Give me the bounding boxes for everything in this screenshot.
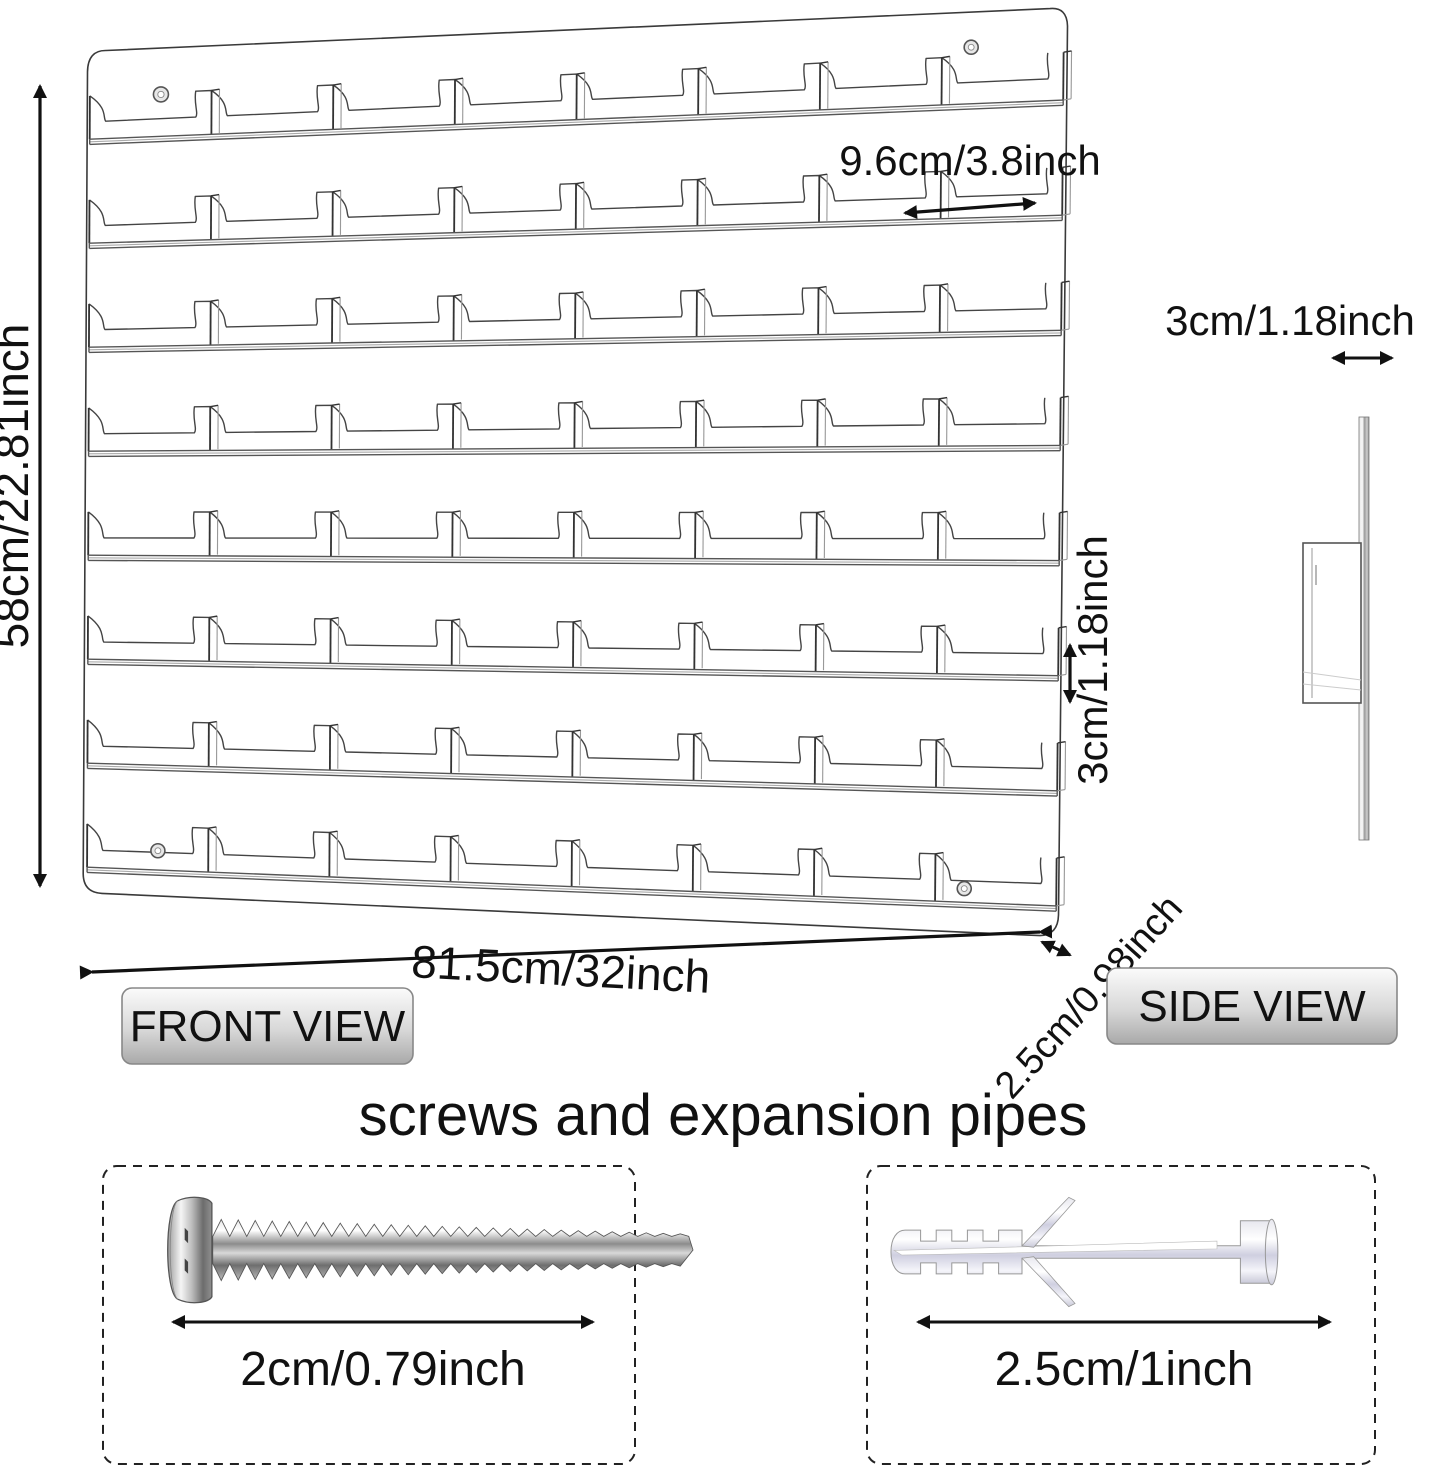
svg-text:2.5cm/1inch: 2.5cm/1inch [995,1343,1254,1396]
svg-text:81.5cm/32inch: 81.5cm/32inch [410,935,711,1003]
svg-text:2cm/0.79inch: 2cm/0.79inch [240,1343,526,1396]
svg-text:FRONT VIEW: FRONT VIEW [130,1002,406,1051]
svg-text:58cm/22.81inch: 58cm/22.81inch [0,324,38,649]
svg-text:3cm/1.18inch: 3cm/1.18inch [1165,297,1415,344]
svg-text:screws and expansion pipes: screws and expansion pipes [359,1083,1088,1148]
svg-text:3cm/1.18inch: 3cm/1.18inch [1069,535,1116,785]
svg-text:9.6cm/3.8inch: 9.6cm/3.8inch [839,137,1100,184]
svg-text:SIDE VIEW: SIDE VIEW [1138,982,1366,1031]
